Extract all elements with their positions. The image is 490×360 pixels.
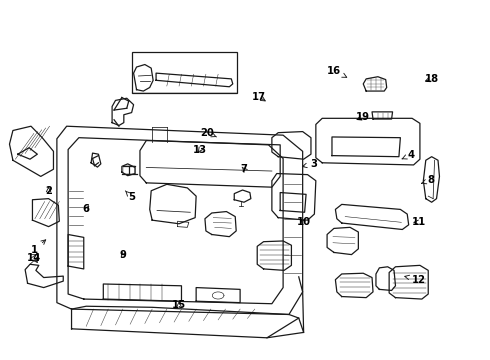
Text: 7: 7 [241,164,247,174]
Text: 13: 13 [193,144,207,154]
Text: 14: 14 [27,253,41,263]
Text: 15: 15 [172,300,186,310]
Text: 17: 17 [252,92,266,102]
Text: 19: 19 [356,112,370,122]
Text: 16: 16 [327,66,347,77]
Text: 20: 20 [200,128,217,138]
Text: 1: 1 [30,240,46,255]
Text: 12: 12 [405,275,425,285]
Text: 11: 11 [411,217,426,227]
Text: 5: 5 [125,191,135,202]
Text: 3: 3 [302,159,317,169]
Text: 6: 6 [83,204,90,215]
Text: 2: 2 [45,186,52,196]
Bar [132,52,237,93]
Text: 18: 18 [425,74,439,84]
Text: 8: 8 [421,175,434,185]
Text: 9: 9 [120,250,126,260]
Text: 4: 4 [402,150,415,160]
Text: 10: 10 [296,217,311,227]
